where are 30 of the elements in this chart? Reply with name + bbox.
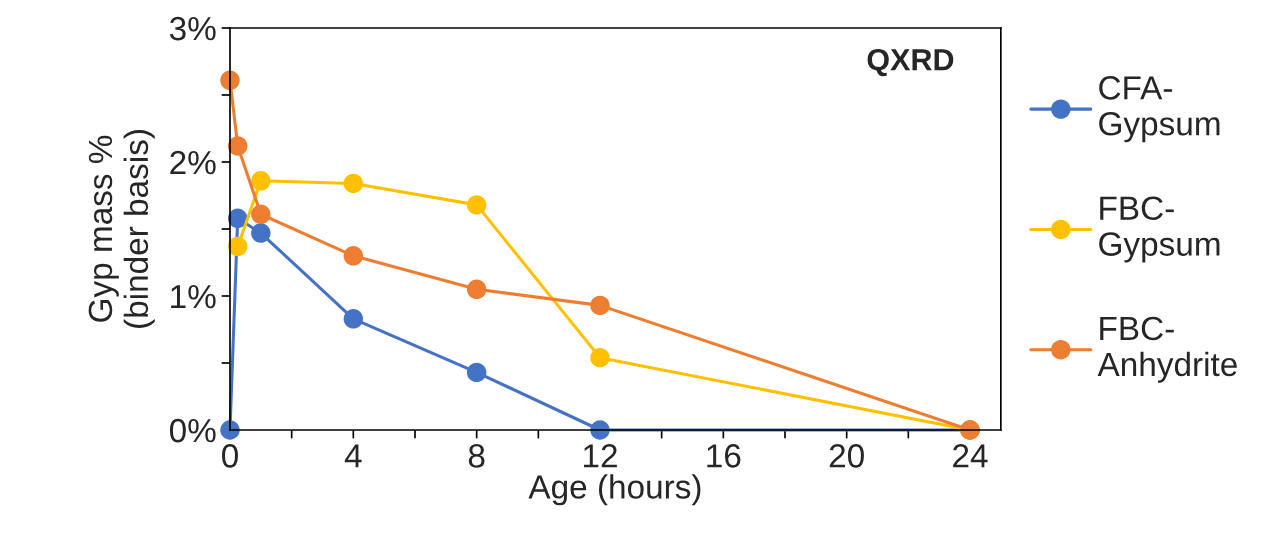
y-tick-label: 0% xyxy=(169,418,216,443)
x-tick-label: 24 xyxy=(953,444,988,468)
point xyxy=(343,309,364,329)
y-axis-title: Gyp mass % (binder basis) xyxy=(88,130,155,328)
point xyxy=(343,246,364,266)
point xyxy=(590,295,610,316)
point xyxy=(343,173,364,194)
y-tick-label: 1% xyxy=(171,284,216,309)
point xyxy=(466,362,487,383)
x-tick-label: 20 xyxy=(829,444,864,468)
legend-label: CFA- Gypsum xyxy=(1099,76,1220,143)
x-tick-label: 12 xyxy=(584,444,617,468)
point xyxy=(227,136,248,156)
point xyxy=(466,195,487,215)
point xyxy=(251,171,271,191)
legend-label: FBC- Gypsum xyxy=(1099,196,1220,263)
point xyxy=(590,347,610,368)
y-tick-label: 3% xyxy=(169,16,216,41)
x-tick-label: 0 xyxy=(222,444,238,468)
point xyxy=(251,223,271,243)
point xyxy=(251,204,271,224)
y-tick-label: 2% xyxy=(170,150,216,175)
x-tick-label: 4 xyxy=(344,444,362,468)
legend-label: FBC- Anhydrite xyxy=(1097,316,1237,383)
x-axis-title: Age (hours) xyxy=(528,474,701,506)
point xyxy=(227,236,248,257)
annotation: QXRD xyxy=(867,48,954,77)
x-tick-label: 16 xyxy=(707,444,741,468)
x-tick-label: 8 xyxy=(468,444,485,468)
point xyxy=(466,279,487,300)
